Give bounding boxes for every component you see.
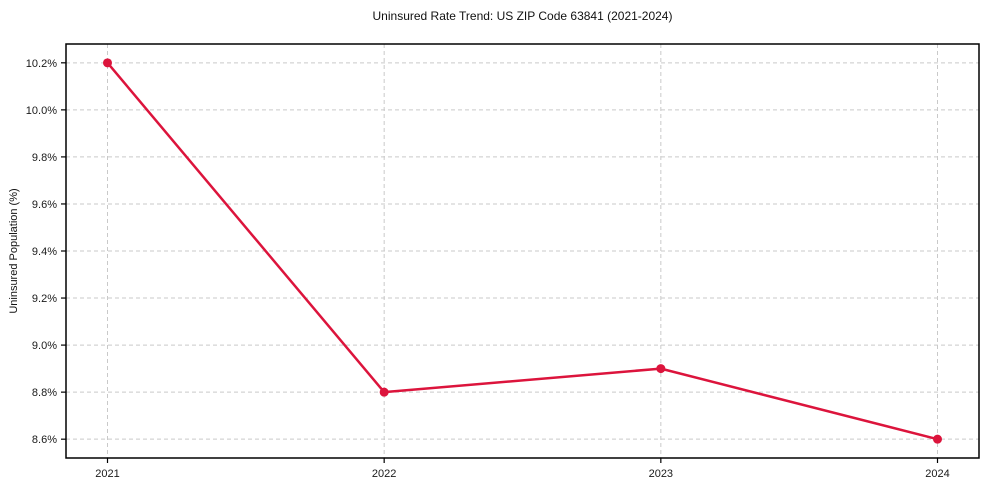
y-tick-label: 9.6% bbox=[32, 199, 57, 211]
trend-line bbox=[106, 61, 939, 441]
y-tick-label: 10.0% bbox=[26, 105, 57, 117]
x-tick-label: 2023 bbox=[649, 468, 673, 480]
y-tick-label: 9.2% bbox=[32, 293, 57, 305]
y-tick-label: 9.8% bbox=[32, 152, 57, 164]
y-tick-label: 9.0% bbox=[32, 340, 57, 352]
x-tick-label: 2024 bbox=[925, 468, 949, 480]
data-point bbox=[933, 434, 942, 444]
chart-title: Uninsured Rate Trend: US ZIP Code 63841 … bbox=[372, 9, 673, 23]
data-point bbox=[656, 364, 666, 374]
x-tick-label: 2021 bbox=[95, 468, 119, 480]
y-tick-label: 8.6% bbox=[32, 434, 57, 446]
y-tick-label: 10.2% bbox=[26, 58, 57, 70]
y-tick-label: 9.4% bbox=[32, 246, 57, 258]
data-point bbox=[103, 58, 112, 68]
y-tick-label: 8.8% bbox=[32, 387, 57, 399]
data-point bbox=[379, 387, 389, 397]
x-tick-label: 2022 bbox=[372, 468, 396, 480]
